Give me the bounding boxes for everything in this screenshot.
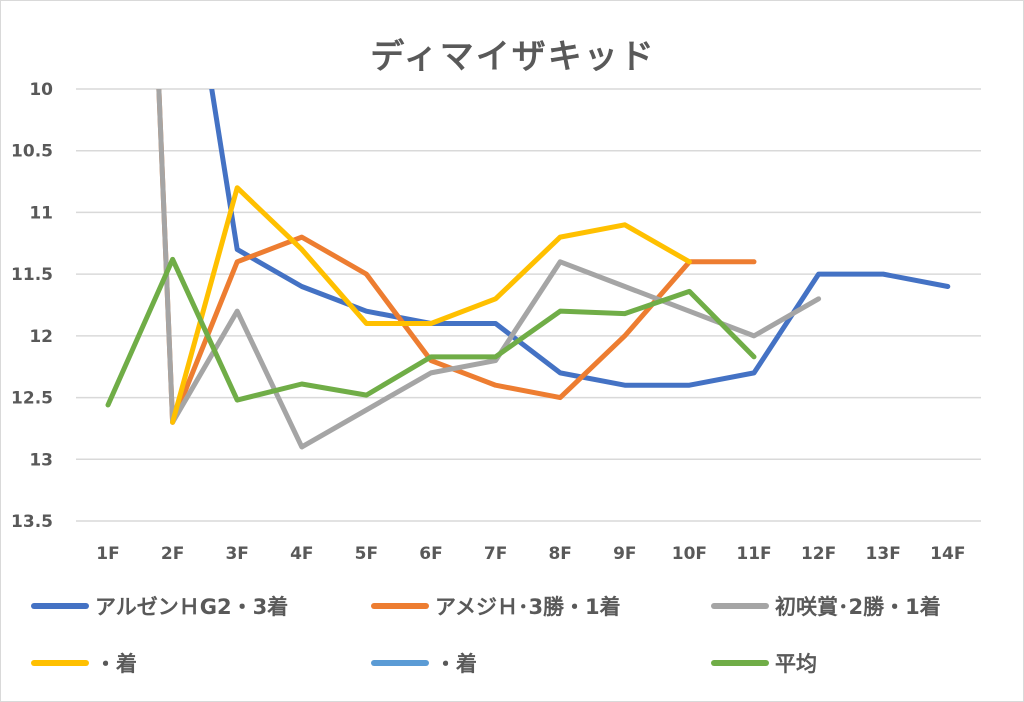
series-line-1 (156, 89, 757, 425)
y-tick-label: 13 (29, 450, 53, 470)
legend-swatch (711, 660, 769, 666)
legend-swatch (371, 660, 429, 666)
x-tick-label: 5F (355, 544, 378, 564)
legend-swatch (31, 660, 89, 666)
x-tick-label: 10F (672, 544, 707, 564)
legend-swatch (371, 603, 429, 609)
y-tick-label: 11.5 (11, 265, 53, 285)
legend-swatch (31, 603, 89, 609)
x-tick-label: 9F (613, 544, 636, 564)
legend-item: ・着 (371, 648, 477, 678)
legend-swatch (711, 603, 769, 609)
legend-label: ・着 (435, 652, 477, 676)
y-tick-label: 10.5 (11, 142, 53, 162)
y-tick-label: 12 (29, 327, 53, 347)
legend-item: 初咲賞･2勝・1着 (711, 591, 941, 621)
x-tick-label: 14F (930, 544, 965, 564)
legend-item: アルゼンＨG2・3着 (31, 591, 288, 621)
series-line-5 (105, 256, 757, 408)
series-line-2 (156, 89, 822, 450)
chart-title: ディマイザキッド (370, 37, 656, 77)
x-tick-label: 4F (290, 544, 313, 564)
x-tick-label: 11F (736, 544, 771, 564)
legend-label: 初咲賞･2勝・1着 (775, 595, 941, 619)
series-line-0 (209, 89, 951, 388)
x-tick-label: 6F (419, 544, 442, 564)
legend-label: ・着 (95, 652, 137, 676)
y-tick-label: 10 (29, 80, 53, 100)
y-tick-label: 13.5 (11, 512, 53, 532)
x-tick-label: 8F (548, 544, 571, 564)
x-tick-label: 7F (484, 544, 507, 564)
x-tick-label: 13F (866, 544, 901, 564)
series-line-3 (170, 185, 692, 425)
legend-item: アメジＨ･3勝・1着 (371, 591, 621, 621)
legend-item: ・着 (31, 648, 137, 678)
legend-label: アルゼンＨG2・3着 (95, 595, 289, 619)
y-tick-label: 12.5 (11, 389, 53, 409)
x-tick-label: 3F (225, 544, 248, 564)
y-tick-label: 11 (29, 203, 53, 223)
x-tick-label: 2F (161, 544, 184, 564)
legend-label: 平均 (775, 652, 817, 676)
legend-label: アメジＨ･3勝・1着 (435, 595, 621, 619)
x-tick-label: 12F (801, 544, 836, 564)
x-tick-label: 1F (96, 544, 119, 564)
legend-item: 平均 (711, 648, 817, 678)
